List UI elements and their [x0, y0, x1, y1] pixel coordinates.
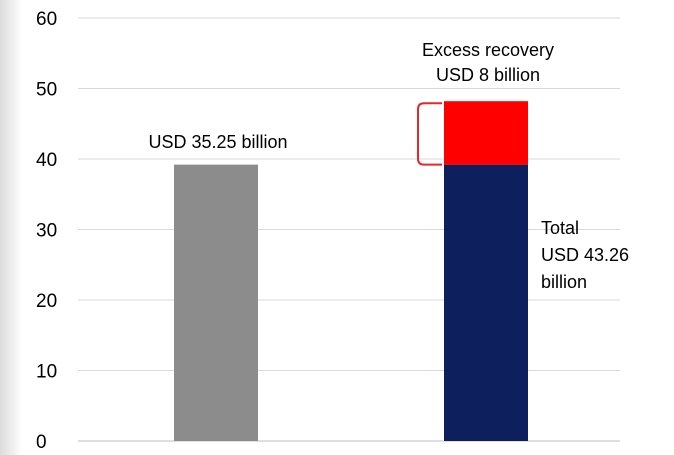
- total-label-line1: Total: [541, 218, 579, 238]
- excess-label-line2: USD 8 billion: [436, 65, 540, 85]
- y-tick-label: 0: [36, 432, 47, 453]
- gridlines: [78, 17, 620, 442]
- left-edge-shade: [0, 0, 22, 455]
- y-tick-label: 10: [36, 362, 57, 383]
- bar1-value-label: USD 35.25 billion: [148, 132, 287, 152]
- bars: [174, 101, 528, 441]
- bar-segment-2-2: [444, 101, 528, 165]
- y-axis-ticks: 0 10 20 30 40 50 60: [36, 9, 57, 453]
- total-label-line2: USD 43.26: [541, 245, 629, 265]
- y-tick-label: 20: [36, 291, 57, 312]
- excess-bracket: [417, 102, 442, 166]
- bar-segment-1-1: [174, 164, 258, 441]
- y-tick-label: 60: [36, 9, 57, 30]
- y-tick-label: 40: [36, 150, 57, 171]
- y-tick-label: 30: [36, 221, 57, 242]
- excess-label-line1: Excess recovery: [422, 40, 554, 60]
- bar-segment-2-1: [444, 164, 528, 441]
- total-label-line3: billion: [541, 272, 587, 292]
- y-tick-label: 50: [36, 80, 57, 101]
